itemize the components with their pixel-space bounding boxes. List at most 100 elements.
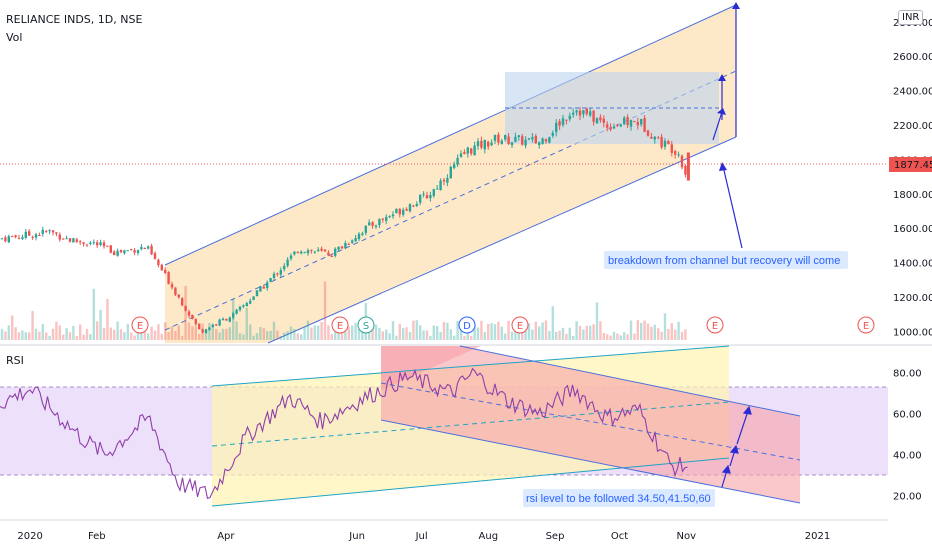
volume-bar (164, 322, 167, 340)
candle-body (157, 259, 160, 266)
volume-bar (657, 328, 660, 340)
event-marker-label: S (363, 321, 369, 332)
volume-bar (446, 322, 449, 340)
event-marker-circle (131, 316, 149, 334)
volume-bar (106, 298, 109, 340)
event-marker-label: E (712, 321, 718, 332)
last-price-tag: 1877.45 (894, 160, 932, 171)
candle-body (177, 294, 180, 298)
rsi-arrows (721, 405, 752, 488)
volume-bar (646, 323, 650, 340)
candle-body (456, 157, 459, 165)
volume-bar (507, 320, 510, 340)
volume-bar (79, 324, 82, 340)
price-tick-label: 2400.00 (893, 87, 932, 98)
candle-body (150, 245, 153, 255)
volume-legend[interactable]: Vol (6, 31, 23, 44)
candle-body (388, 216, 391, 218)
projection-arrows (712, 2, 743, 249)
volume-bar (592, 324, 595, 340)
volume-bar (612, 331, 616, 340)
candle-body (677, 154, 680, 156)
arrow-mid-target-head (718, 74, 726, 81)
volume-bar (425, 330, 429, 340)
volume-bar (255, 333, 259, 340)
volume-bar (58, 325, 61, 340)
rsi-rising-upper (211, 345, 730, 387)
candle-body (330, 256, 333, 258)
volume-bar (667, 328, 670, 340)
candle-body (473, 145, 476, 156)
candle-body (228, 317, 231, 322)
volume-bar (354, 322, 357, 340)
volume-bar (640, 322, 643, 340)
price-tick-label: 1600.00 (893, 224, 932, 235)
volume-bar (568, 327, 571, 340)
annotation-box-price (604, 251, 848, 269)
candle-body (215, 324, 218, 326)
volume-bar (215, 329, 218, 340)
candle-body (609, 127, 612, 130)
rsi-legend[interactable]: RSI (6, 354, 24, 367)
volume-bar (119, 329, 123, 340)
candle-body (262, 286, 265, 289)
volume-bar (48, 335, 51, 340)
candle-body (595, 118, 599, 124)
candle-body (41, 229, 44, 234)
candle-body (558, 121, 561, 126)
currency-badge[interactable]: INR (898, 10, 924, 25)
candle-body (62, 238, 65, 240)
volume-bar (660, 331, 663, 340)
candle-body (283, 265, 286, 270)
candle-body (14, 235, 17, 238)
candle-body (670, 144, 673, 153)
volume-bar (442, 321, 446, 340)
rsi-arrow-1-head (721, 464, 731, 474)
event-marker-label: D (463, 321, 471, 332)
candle-body (493, 134, 497, 141)
volume-bar (323, 281, 327, 340)
candle-body (565, 119, 568, 121)
candle-body (459, 153, 463, 157)
event-marker-label: E (517, 321, 523, 332)
volume-bar (126, 324, 129, 340)
volume-bar (578, 326, 582, 340)
volume-bar (306, 320, 310, 340)
price-tick-label: 2200.00 (893, 121, 932, 132)
candle-body (72, 238, 75, 243)
candle-body (184, 306, 187, 311)
volume-bar (541, 322, 544, 340)
candle-body (643, 117, 646, 132)
volume-bar (133, 335, 136, 340)
volume-bar (313, 325, 316, 340)
rsi-falling-upper (459, 345, 801, 417)
volume-bar (636, 320, 639, 340)
volume-bar (238, 333, 242, 340)
candle-body (116, 250, 119, 256)
candle-body (653, 136, 656, 140)
symbol-title[interactable]: RELIANCE INDS, 1D, NSE (6, 13, 143, 26)
volume-bar (242, 334, 245, 340)
volume-bar (527, 323, 531, 340)
volume-bar (453, 335, 456, 340)
volume-bar (310, 327, 313, 340)
rsi-rising-mid (211, 401, 730, 447)
candle-body (534, 135, 537, 144)
candle-body (578, 110, 582, 116)
candle-body (425, 195, 429, 199)
candle-body (357, 233, 361, 240)
candle-body (106, 245, 109, 247)
volume-bar (272, 321, 276, 340)
volume-bar (85, 328, 89, 340)
volume-bar (221, 328, 225, 340)
candle-body (191, 314, 194, 319)
volume-bar (75, 335, 78, 340)
candle-body (585, 108, 588, 114)
candle-body (500, 140, 503, 145)
volume-bar (327, 325, 330, 340)
candle-body (660, 136, 663, 148)
volume-bar (177, 325, 180, 340)
candle-body (480, 140, 483, 148)
